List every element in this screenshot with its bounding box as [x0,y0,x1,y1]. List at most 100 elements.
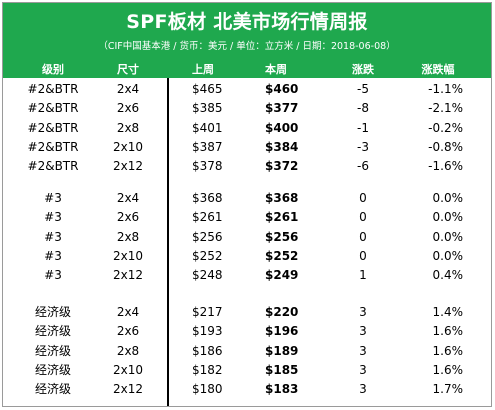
change-percent-cell: 0.0% [432,210,464,225]
size-cell: 2x10 [112,139,143,154]
last-week-price-cell: $387 [192,139,223,154]
change-cell: 3 [359,305,367,319]
grade-cell: 经济级 [34,343,71,358]
size-cell: 2x8 [116,229,140,244]
size-cell: 2x8 [116,343,140,358]
column-header-last-week: 上周 [192,63,214,76]
last-week-price-cell: $248 [192,268,223,283]
last-week-price-cell: $465 [192,82,223,96]
change-cell: 3 [359,324,367,339]
table-row: #3 2x10 $252 $252 0 0.0% [3,246,491,266]
column-header-change-percent: 涨跌幅 [421,63,455,76]
column-header-grade: 级别 [42,63,64,76]
last-week-price-cell: $217 [192,305,223,319]
column-header-change: 涨跌 [352,63,374,76]
change-cell: 3 [359,382,367,397]
this-week-price-cell: $196 [265,324,299,339]
change-cell: 0 [359,248,367,263]
table-row: #2&BTR 2x4 $465 $460 -5 -1.1% [3,79,491,99]
size-cell: 2x6 [116,324,140,339]
table-row: #3 2x6 $261 $261 0 0.0% [3,207,491,227]
table-row: #2&BTR 2x6 $385 $377 -8 -2.1% [3,98,491,118]
this-week-price-cell: $256 [265,229,299,244]
table-row: 经济级 2x8 $186 $189 3 1.6% [3,341,491,361]
change-cell: 1 [359,268,367,283]
change-cell: 3 [359,343,367,358]
grade-cell: #3 [44,248,62,263]
change-cell: 0 [359,191,367,205]
change-cell: -3 [357,139,369,154]
table-row: #3 2x8 $256 $256 0 0.0% [3,227,491,247]
size-cell: 2x10 [112,248,143,263]
column-header-size: 尺寸 [117,63,139,76]
grade-cell: 经济级 [34,382,71,397]
change-cell: -1 [357,120,369,135]
table-row: #3 2x12 $248 $249 1 0.4% [3,265,491,285]
this-week-price-cell: $400 [265,120,299,135]
change-cell: 3 [359,362,367,377]
change-percent-cell: -2.1% [428,101,463,116]
change-percent-cell: 1.6% [432,324,464,339]
size-cell: 2x4 [116,305,140,319]
last-week-price-cell: $182 [192,362,223,377]
size-cell: 2x12 [112,382,143,397]
this-week-price-cell: $189 [265,343,299,358]
last-week-price-cell: $261 [192,210,223,225]
table-row: #2&BTR 2x12 $378 $372 -6 -1.6% [3,156,491,176]
change-percent-cell: 1.6% [432,362,464,377]
grade-cell: #3 [44,268,62,283]
last-week-price-cell: $180 [192,382,223,397]
this-week-price-cell: $261 [265,210,299,225]
grade-cell: #2&BTR [27,82,79,96]
this-week-price-cell: $384 [265,139,299,154]
change-percent-cell: -0.8% [428,139,463,154]
title-banner: SPF板材 北美市场行情周报 （CIF中国基本港 / 货币：美元 / 单位：立方… [3,3,491,61]
table-row: 经济级 2x4 $217 $220 3 1.4% [3,302,491,322]
change-percent-cell: -1.1% [428,82,463,96]
column-header-this-week: 本周 [265,63,287,76]
last-week-price-cell: $401 [192,120,223,135]
grade-cell: 经济级 [34,362,71,377]
grade-cell: #3 [44,229,62,244]
last-week-price-cell: $368 [192,191,223,205]
grade-cell: #2&BTR [27,120,79,135]
last-week-price-cell: $385 [192,101,223,116]
last-week-price-cell: $193 [192,324,223,339]
size-cell: 2x10 [112,362,143,377]
table-header: 级别 尺寸 上周 本周 涨跌 涨跌幅 [3,61,491,78]
table-row: 经济级 2x10 $182 $185 3 1.6% [3,360,491,380]
last-week-price-cell: $256 [192,229,223,244]
this-week-price-cell: $185 [265,362,299,377]
table-row: #3 2x4 $368 $368 0 0.0% [3,188,491,208]
grade-cell: #2&BTR [27,101,79,116]
size-cell: 2x12 [112,268,143,283]
grade-cell: 经济级 [34,324,71,339]
size-cell: 2x12 [112,159,143,174]
change-cell: -8 [357,101,369,116]
last-week-price-cell: $186 [192,343,223,358]
table-row: #2&BTR 2x10 $387 $384 -3 -0.8% [3,137,491,157]
report-title: SPF板材 北美市场行情周报 [126,11,368,33]
column-divider [167,78,169,406]
last-week-price-cell: $378 [192,159,223,174]
grade-cell: #3 [44,210,62,225]
change-percent-cell: 1.6% [432,343,464,358]
change-cell: -5 [357,82,369,96]
change-percent-cell: 1.7% [432,382,464,397]
report-frame: SPF板材 北美市场行情周报 （CIF中国基本港 / 货币：美元 / 单位：立方… [2,2,492,407]
change-percent-cell: 0.4% [432,268,464,283]
table-row: #2&BTR 2x8 $401 $400 -1 -0.2% [3,118,491,138]
this-week-price-cell: $372 [265,159,299,174]
change-cell: 0 [359,210,367,225]
change-percent-cell: 1.4% [432,305,464,319]
this-week-price-cell: $460 [265,82,299,96]
this-week-price-cell: $220 [265,305,299,319]
grade-cell: 经济级 [34,305,71,319]
this-week-price-cell: $183 [265,382,299,397]
size-cell: 2x4 [116,191,140,205]
grade-cell: #2&BTR [27,139,79,154]
this-week-price-cell: $252 [265,248,299,263]
last-week-price-cell: $252 [192,248,223,263]
grade-cell: #2&BTR [27,159,79,174]
grade-cell: #3 [44,191,62,205]
